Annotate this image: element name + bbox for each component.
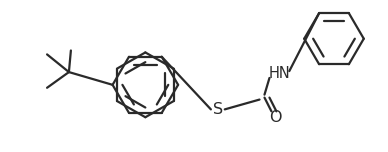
Text: O: O <box>269 110 282 125</box>
Text: HN: HN <box>268 66 290 81</box>
Text: S: S <box>213 102 223 117</box>
